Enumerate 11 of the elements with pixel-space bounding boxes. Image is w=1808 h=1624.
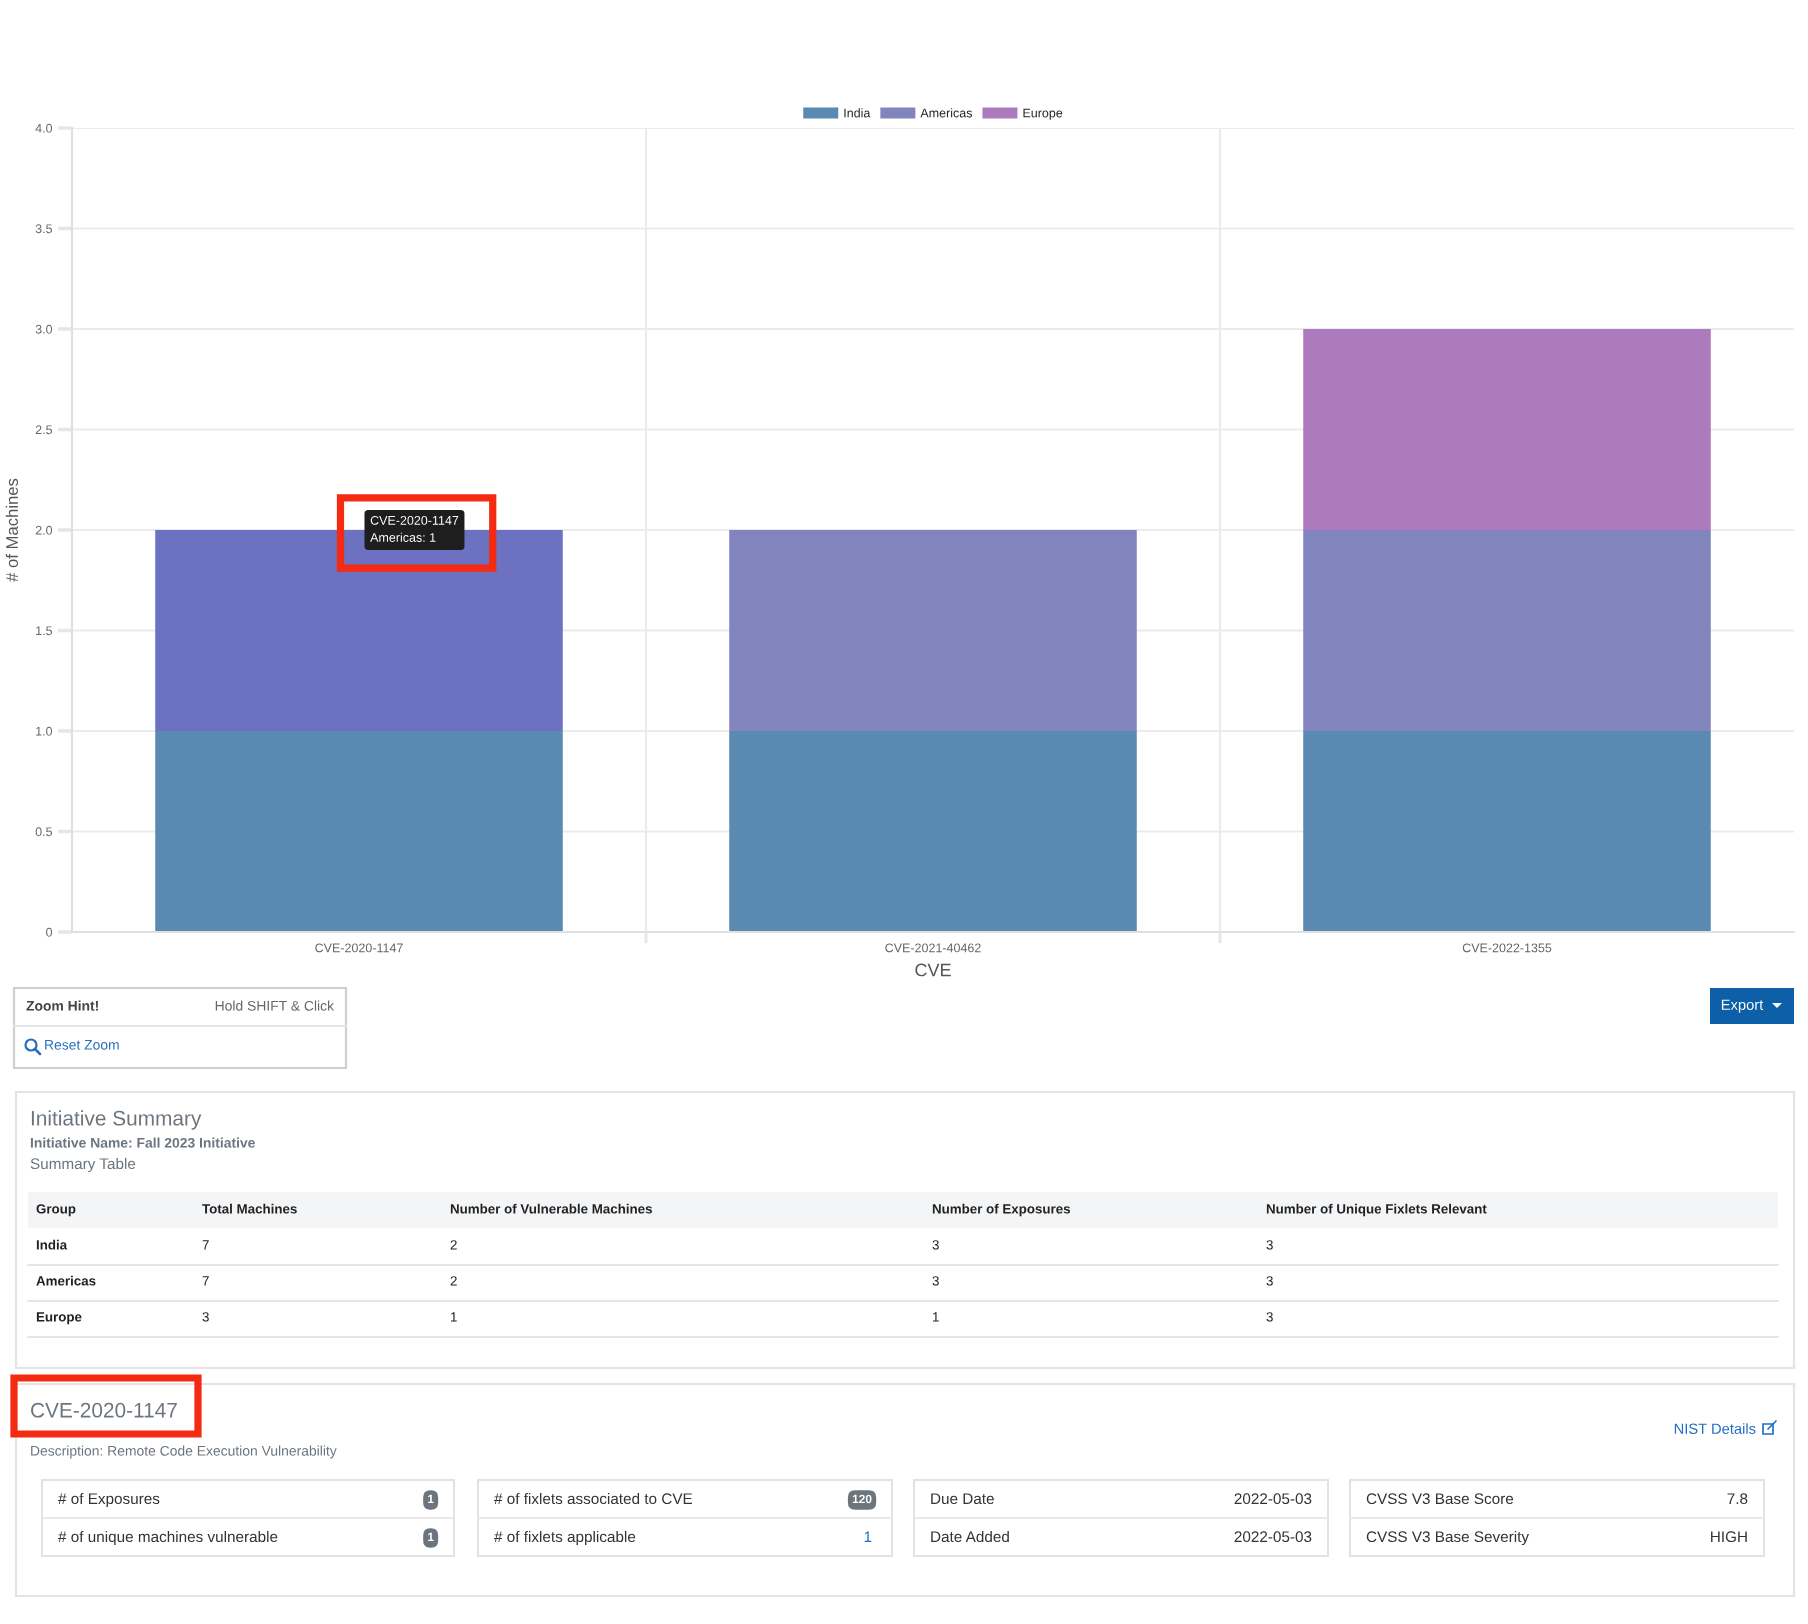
text: CVE-2020-1147 bbox=[31, 1402, 177, 1418]
bar bbox=[1303, 731, 1711, 932]
bar bbox=[1303, 329, 1711, 530]
bar bbox=[729, 530, 1137, 731]
y-axis-title: # of Machines bbox=[5, 478, 18, 582]
bar bbox=[729, 731, 1137, 932]
text: Initiative Summary bbox=[31, 1110, 202, 1130]
bar bbox=[155, 731, 563, 932]
x-axis-title: CVE bbox=[915, 963, 951, 977]
bar bbox=[155, 530, 563, 731]
bar bbox=[1303, 530, 1711, 731]
